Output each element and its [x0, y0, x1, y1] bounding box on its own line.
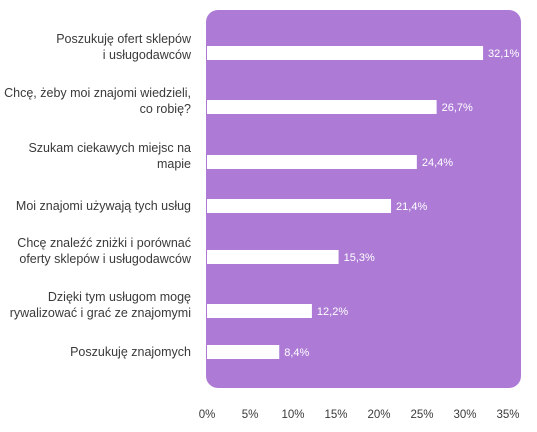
x-tick-label-0: 0% [199, 409, 216, 421]
value-label-6: 12,2% [317, 306, 348, 318]
value-label-3: 24,4% [422, 157, 453, 169]
bar-3 [207, 155, 417, 169]
category-label-1: Poszukuję ofert sklepów i usługodawców [56, 32, 192, 62]
bar-5 [207, 250, 339, 264]
value-label-2: 26,7% [442, 102, 473, 114]
bar-2 [207, 100, 437, 114]
value-label-7: 8,4% [284, 347, 309, 359]
bar-4 [207, 199, 392, 213]
category-label-2: Chcę, żeby moi znajomi wiedzieli, co robi… [4, 86, 191, 116]
category-label-3: Szukam ciekawych miejsc na mapie [28, 141, 191, 171]
value-label-4: 21,4% [396, 201, 427, 213]
bars-group: 32,1% 26,7% 24,4% 21,4% 15,3% 12,2% 8,4% [207, 46, 519, 359]
category-label-7: Poszukuję znajomych [70, 345, 191, 359]
bar-7 [207, 345, 280, 359]
x-tick-label-30: 30% [453, 409, 476, 421]
bar-6 [207, 304, 312, 318]
x-tick-label-35: 35% [496, 409, 519, 421]
x-tick-label-10: 10% [281, 409, 304, 421]
category-labels-group: Poszukuję ofert sklepów i usługodawców Chc… [4, 32, 192, 359]
x-axis-ticks-group: 0% 5% 10% 15% 20% 25% 30% 35% [199, 409, 520, 421]
category-label-4: Moi znajomi używają tych usług [16, 199, 191, 213]
category-label-5: Chcę znaleźć zniżki i porównać oferty skl… [17, 236, 192, 266]
value-label-1: 32,1% [488, 48, 519, 60]
x-tick-label-25: 25% [410, 409, 433, 421]
bar-1 [207, 46, 484, 60]
category-label-6: Dzięki tym usługom mogę rywalizować i gra… [10, 290, 191, 320]
value-label-5: 15,3% [344, 252, 375, 264]
x-tick-label-15: 15% [324, 409, 347, 421]
x-tick-label-5: 5% [242, 409, 259, 421]
x-tick-label-20: 20% [367, 409, 390, 421]
